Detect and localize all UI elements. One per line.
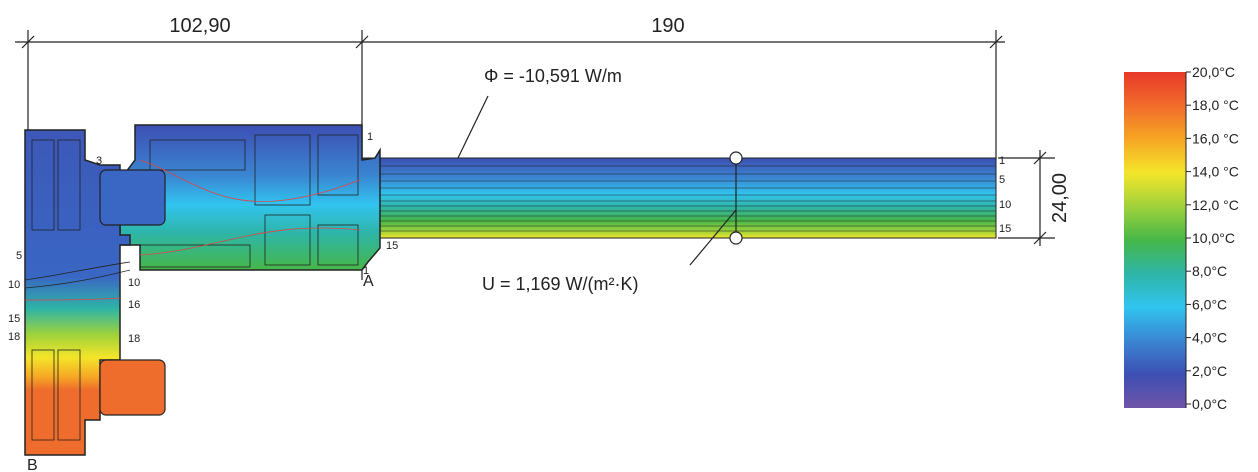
scale-label: 6,0°C [1192, 296, 1227, 312]
isotherm-labels: 1 3 5 10 15 18 10 16 18 1 5 10 15 15 1 [8, 131, 1011, 345]
color-scale: 20,0°C 18,0 °C 16,0 °C 14,0 °C 12,0 °C 10,0°C… [1124, 64, 1239, 412]
isotherm-label: 18 [8, 331, 20, 343]
heat-flow-label: Φ = -10,591 W/m [484, 66, 622, 86]
scale-label: 10,0°C [1192, 230, 1235, 246]
sash-profile [119, 124, 381, 271]
panel-width-dimension: 190 [651, 15, 684, 37]
isotherm-label: 1 [367, 131, 373, 143]
isotherm-label: 15 [999, 223, 1011, 235]
isotherm-label: 15 [386, 240, 398, 252]
color-scale-bar [1124, 72, 1186, 408]
scale-label: 0,0°C [1192, 396, 1227, 412]
scale-label: 2,0°C [1192, 363, 1227, 379]
scale-label: 14,0 °C [1192, 164, 1239, 180]
isotherm-label: 10 [128, 277, 140, 289]
isotherm-label: 3 [96, 155, 102, 167]
isotherm-label: 10 [999, 199, 1011, 211]
isotherm-label: 5 [999, 174, 1005, 186]
scale-label: 16,0 °C [1192, 130, 1239, 146]
scale-label: 4,0°C [1192, 330, 1227, 346]
isotherm-label: 1 [999, 155, 1005, 167]
isotherm-label: 16 [128, 299, 140, 311]
annotation-lines [457, 95, 737, 266]
scale-label: 18,0 °C [1192, 97, 1239, 113]
isotherm-label: 5 [16, 250, 22, 262]
frame-profile [24, 129, 166, 456]
isotherm-label: 18 [128, 333, 140, 345]
isotherm-label: 15 [8, 313, 20, 325]
glass-panel [361, 157, 997, 239]
scale-label: 8,0°C [1192, 263, 1227, 279]
point-b-label: B [27, 457, 38, 472]
panel-thickness-dimension: 24,00 [1049, 173, 1071, 223]
measure-point-top [729, 151, 743, 165]
scale-label: 20,0°C [1192, 64, 1235, 80]
isotherm-label: 1 [363, 265, 369, 277]
isotherm-label: 10 [8, 279, 20, 291]
u-value-label: U = 1,169 W/(m²·K) [482, 274, 639, 294]
frame-width-dimension: 102,90 [169, 15, 230, 37]
point-a-label: A [363, 273, 374, 290]
scale-label: 12,0 °C [1192, 197, 1239, 213]
measure-point-bottom [729, 231, 743, 245]
